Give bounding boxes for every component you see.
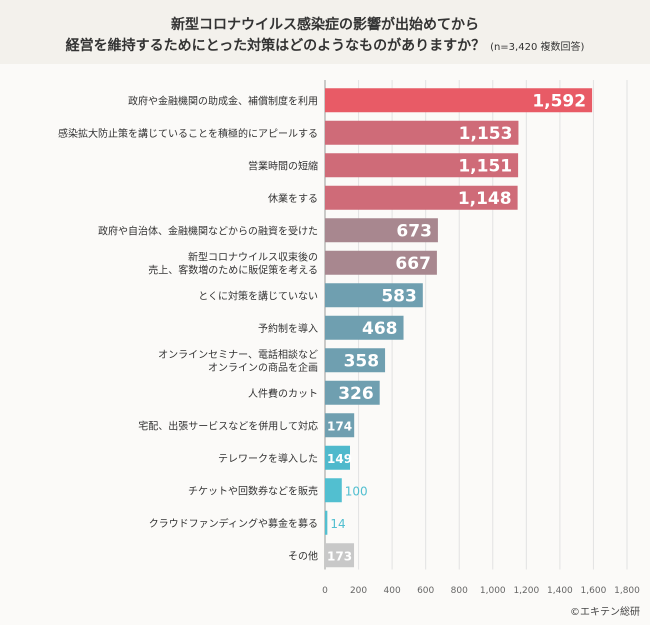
category-label: テレワークを導入した — [218, 452, 318, 465]
data-label: 468 — [362, 319, 398, 339]
x-tick-label: 200 — [350, 586, 367, 596]
x-tick-label: 400 — [384, 586, 401, 596]
bar — [325, 445, 350, 470]
category-label: 休業をする — [268, 192, 318, 205]
x-tick-label: 1,200 — [513, 586, 539, 596]
bar — [325, 510, 328, 535]
data-label: 173 — [327, 549, 352, 563]
data-label: 1,153 — [459, 124, 513, 144]
category-label: 感染拡大防止策を講じていることを積極的にアピールする — [58, 127, 318, 140]
data-label: 1,592 — [532, 91, 586, 111]
chart-title-line2: 経営を維持するためにとった対策はどのようなものがありますか？ — [65, 38, 486, 54]
bar — [325, 543, 355, 568]
category-label: オンラインの商品を企画 — [208, 361, 318, 374]
data-label: 673 — [396, 221, 432, 241]
category-label: オンラインセミナー、電話相談など — [158, 348, 318, 361]
data-label: 583 — [381, 286, 417, 306]
category-label: クラウドファンディングや募金を募る — [149, 517, 318, 530]
bar — [325, 315, 404, 340]
x-tick-label: 0 — [322, 586, 328, 596]
chart-title: 新型コロナウイルス感染症の影響が出始めてから — [171, 17, 479, 33]
data-label: 1,148 — [458, 189, 512, 209]
category-label: とくに対策を講じていない — [198, 289, 318, 302]
bar — [325, 88, 593, 113]
x-tick-label: 800 — [451, 586, 468, 596]
x-tick-label: 600 — [417, 586, 434, 596]
bar — [325, 218, 438, 243]
chart-subtitle: (n=3,420 複数回答) — [490, 42, 585, 53]
data-label: 326 — [338, 384, 374, 404]
data-label: 174 — [327, 419, 352, 433]
category-label: 新型コロナウイルス収束後の — [188, 250, 318, 263]
data-label: 14 — [330, 517, 345, 531]
bar — [325, 283, 423, 308]
bar — [325, 185, 518, 210]
category-label: 政府や自治体、金融機関などからの融資を受けた — [98, 224, 318, 237]
category-label: 宅配、出張サービスなどを併用して対応 — [138, 419, 318, 432]
x-tick-label: 1,600 — [581, 586, 607, 596]
data-label: 667 — [395, 254, 431, 274]
bar — [325, 348, 386, 373]
category-label: その他 — [288, 549, 318, 562]
category-label: 政府や金融機関の助成金、補償制度を利用 — [128, 94, 318, 107]
category-label: 人件費のカット — [248, 387, 318, 400]
category-label: 営業時間の短縮 — [248, 159, 318, 172]
bar — [325, 478, 342, 503]
bar — [325, 120, 519, 145]
bar — [325, 250, 437, 275]
category-label: チケットや回数券などを販売 — [188, 484, 318, 497]
x-tick-label: 1,400 — [547, 586, 573, 596]
category-label: 予約制を導入 — [258, 322, 318, 335]
x-tick-label: 1,800 — [614, 586, 640, 596]
chart-header: 新型コロナウイルス感染症の影響が出始めてから 経営を維持するためにとった対策はど… — [0, 0, 650, 64]
x-tick-label: 1,000 — [480, 586, 506, 596]
bar — [325, 380, 380, 405]
category-label: 売上、客数増のために販促策を考える — [148, 263, 318, 276]
data-label: 100 — [345, 484, 368, 498]
bar — [325, 153, 519, 178]
data-label: 358 — [344, 351, 380, 371]
data-label: 1,151 — [458, 156, 512, 176]
data-label: 149 — [327, 452, 352, 466]
credit: ©エキテン総研 — [570, 607, 640, 618]
bar — [325, 413, 355, 438]
